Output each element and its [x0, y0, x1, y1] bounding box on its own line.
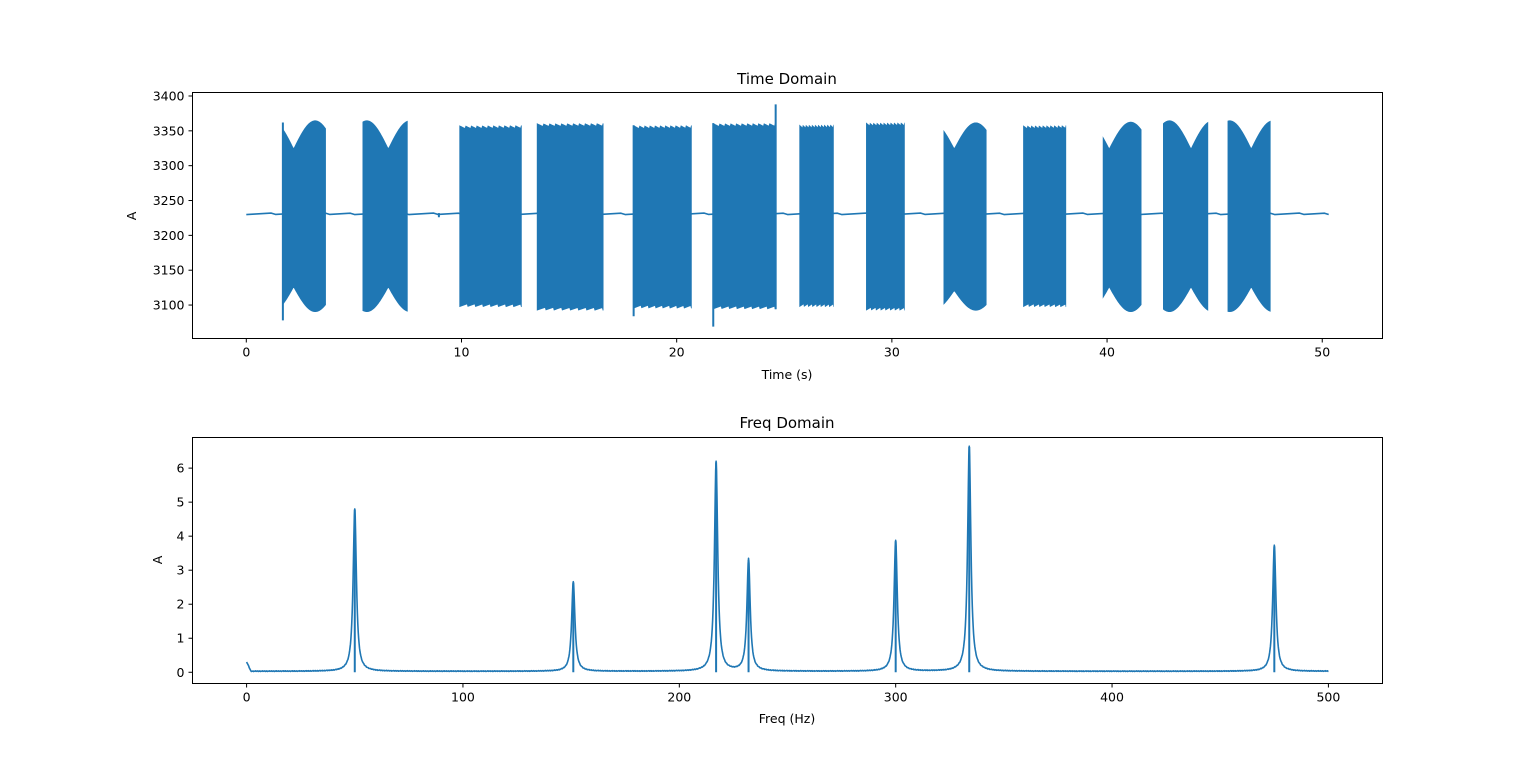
y-tick-label: 6 [177, 461, 185, 476]
y-tick-label: 3250 [153, 193, 185, 208]
time-domain-ylabel: A [124, 211, 139, 220]
x-tick-label: 400 [1100, 690, 1124, 705]
x-tick-label: 40 [1099, 345, 1115, 360]
x-tick-label: 500 [1316, 690, 1340, 705]
y-tick-label: 0 [177, 665, 185, 680]
time-burst [1023, 125, 1067, 308]
y-tick-label: 3100 [153, 298, 185, 313]
freq-domain-xlabel: Freq (Hz) [759, 711, 815, 726]
time-burst [799, 124, 834, 308]
y-tick-label: 3400 [153, 88, 185, 103]
y-tick-label: 5 [177, 495, 185, 510]
freq-domain-series [245, 445, 1329, 673]
x-tick-label: 30 [884, 345, 900, 360]
y-tick-label: 2 [177, 597, 185, 612]
time-burst [943, 122, 987, 311]
x-tick-label: 20 [669, 345, 685, 360]
x-tick-label: 300 [884, 690, 908, 705]
y-tick-label: 3300 [153, 158, 185, 173]
time-burst [633, 125, 692, 309]
time-burst [1227, 120, 1271, 313]
time-burst [713, 123, 776, 310]
x-tick-label: 200 [667, 690, 691, 705]
y-tick-label: 3150 [153, 263, 185, 278]
x-tick-label: 50 [1314, 345, 1330, 360]
freq-domain-x-ticks: 0 100 200 300 400 500 [243, 683, 1340, 705]
y-tick-label: 1 [177, 631, 185, 646]
time-burst [362, 120, 408, 313]
x-tick-label: 0 [242, 345, 250, 360]
y-tick-label: 3 [177, 563, 185, 578]
x-tick-label: 100 [451, 690, 475, 705]
time-domain-subplot: Time Domain 0 10 20 30 40 50 3100 3150 3200 3250… [124, 70, 1383, 382]
time-domain-y-ticks: 3100 3150 3200 3250 3300 3350 3400 [153, 88, 193, 313]
freq-domain-ylabel: A [150, 555, 165, 564]
time-domain-title: Time Domain [736, 70, 837, 88]
y-tick-label: 3200 [153, 228, 185, 243]
y-tick-label: 3350 [153, 123, 185, 138]
time-burst [536, 123, 604, 311]
x-tick-label: 10 [454, 345, 470, 360]
time-burst [282, 120, 326, 313]
x-tick-label: 0 [243, 690, 251, 705]
freq-domain-title: Freq Domain [739, 414, 834, 432]
freq-domain-y-ticks: 0 1 2 3 4 5 6 [177, 461, 193, 680]
time-burst [1163, 120, 1209, 313]
time-burst [866, 122, 905, 311]
y-tick-label: 4 [177, 529, 185, 544]
time-domain-xlabel: Time (s) [761, 367, 813, 382]
time-domain-series [246, 104, 1329, 327]
freq-domain-subplot: Freq Domain 0 100 200 300 400 500 0 1 2 3 4 5 6 Fre… [150, 414, 1383, 726]
time-domain-x-ticks: 0 10 20 30 40 50 [242, 338, 1330, 360]
time-baseline [246, 212, 1329, 216]
time-domain-plot-frame [192, 92, 1383, 339]
freq-domain-plot-frame [192, 437, 1383, 684]
spectrum-line [245, 445, 1329, 673]
time-burst [459, 125, 522, 308]
time-burst [1102, 121, 1142, 313]
